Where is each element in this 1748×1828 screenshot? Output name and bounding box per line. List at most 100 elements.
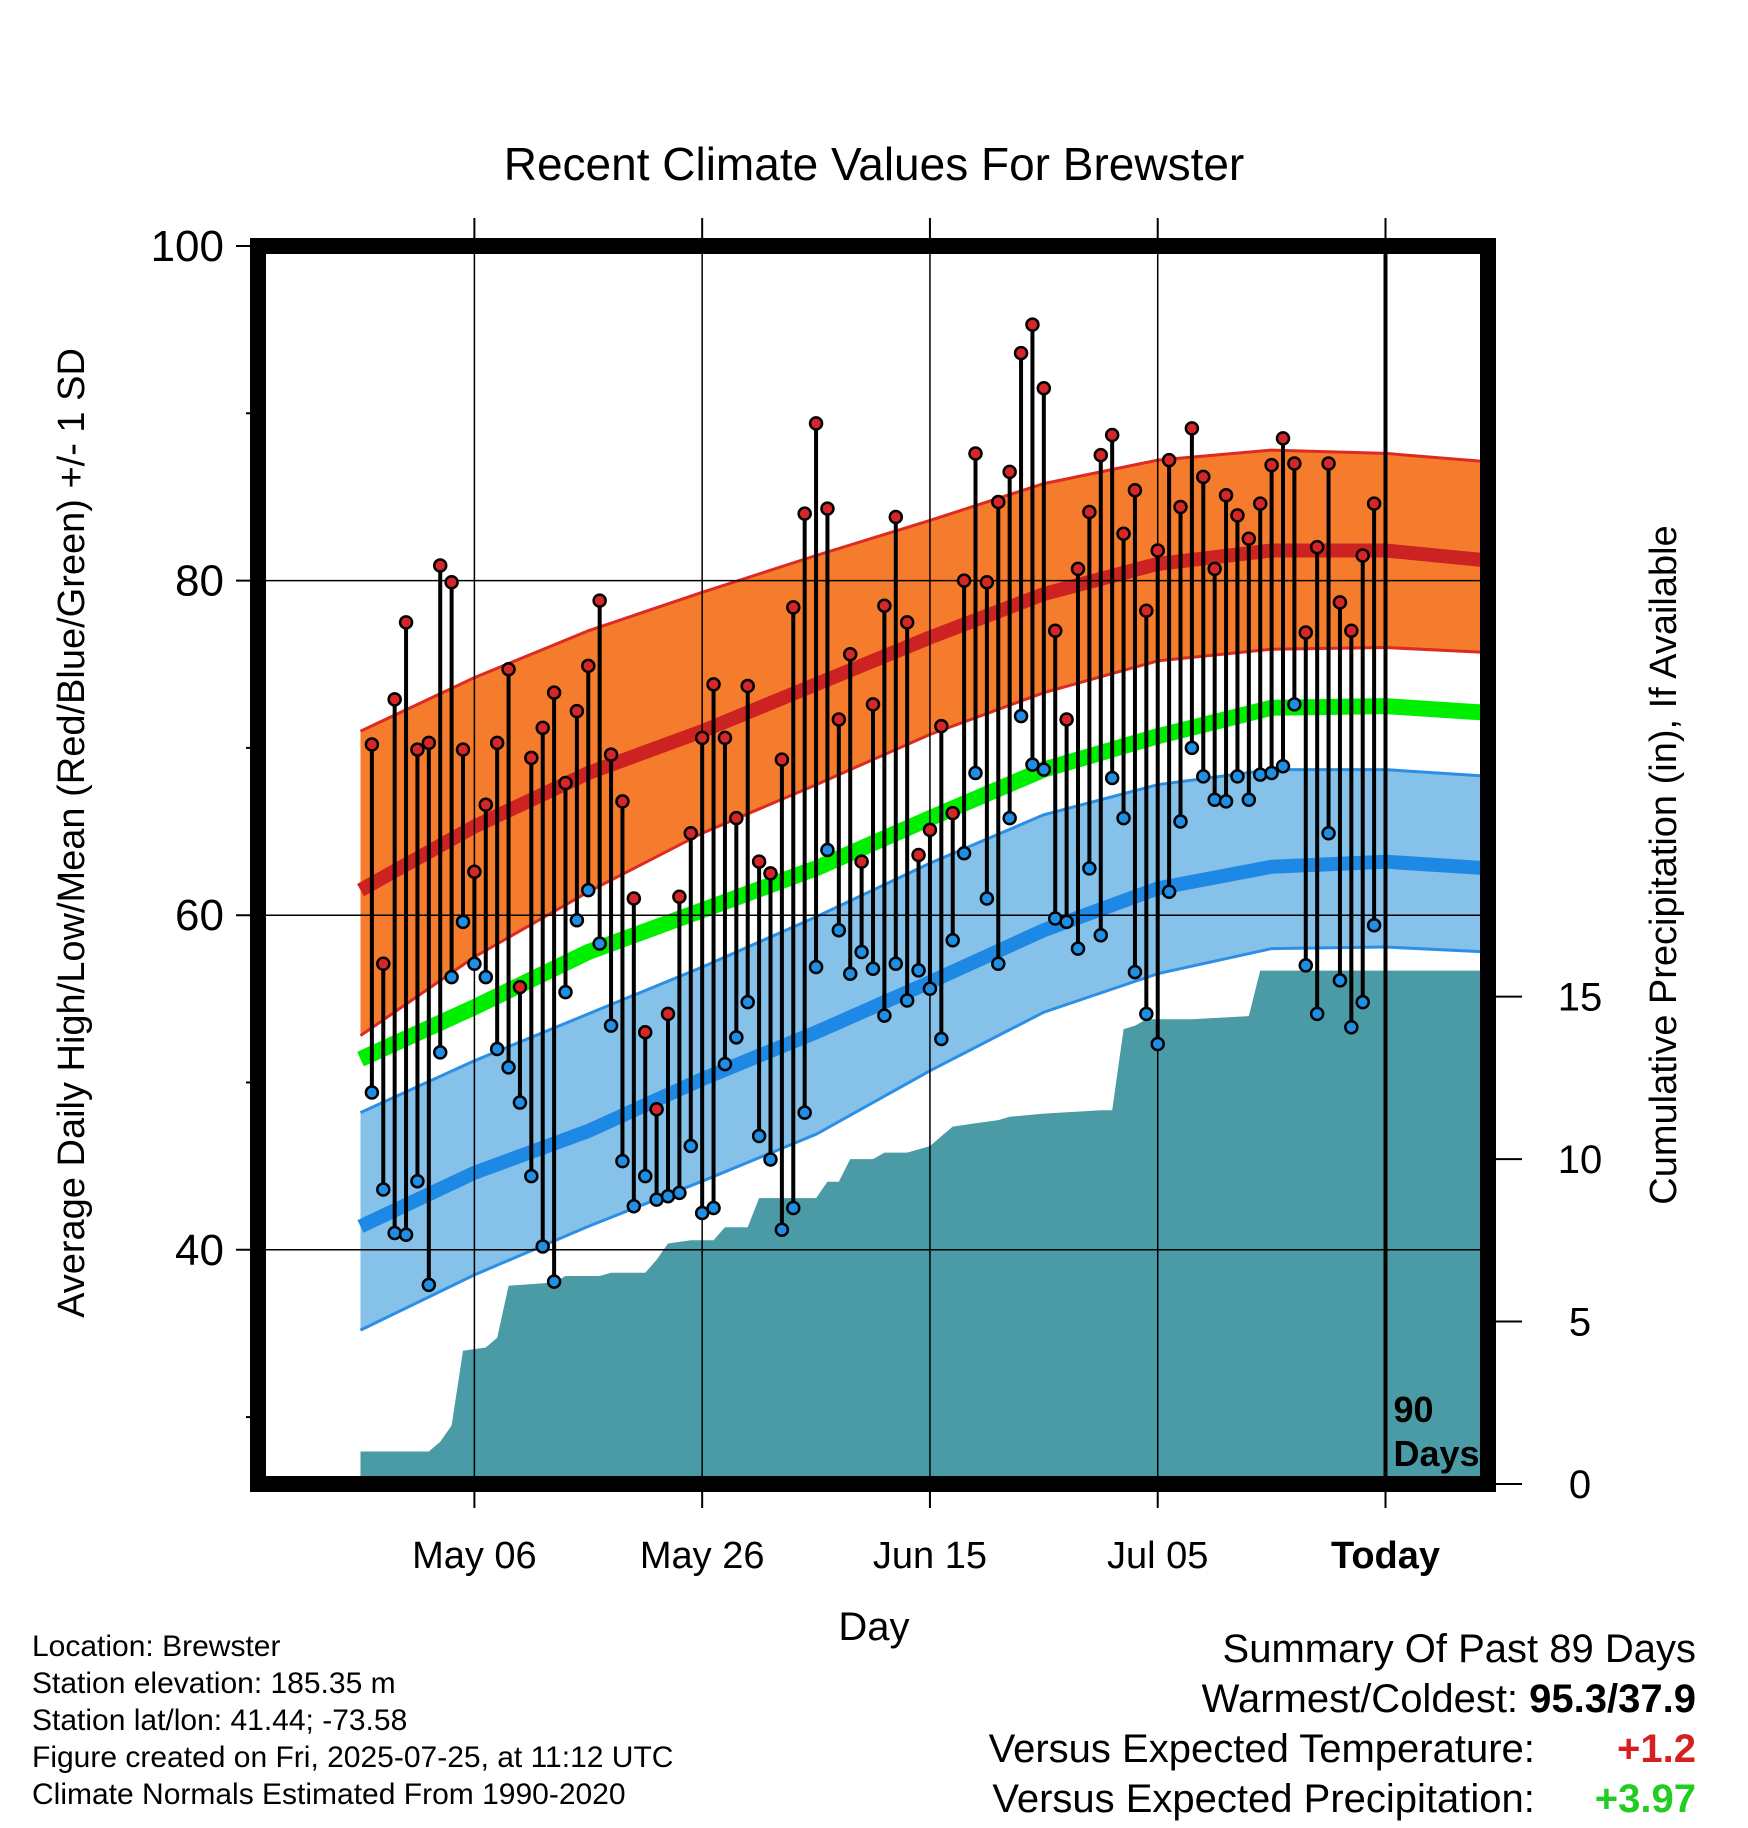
obs-high-point [956,573,972,588]
obs-high-point [535,720,550,736]
y-axis-label: Average Daily High/Low/Mean (Red/Blue/Gr… [51,348,93,1318]
precip-anomaly-label: Versus Expected Precipitation: [992,1777,1535,1821]
obs-low-point [1332,973,1348,988]
obs-high-point [603,747,619,762]
y2-tick-label: 5 [1569,1301,1591,1345]
obs-low-point [786,1200,801,1216]
obs-low-point [581,882,596,898]
obs-high-point [1196,469,1211,485]
obs-low-point [899,993,915,1008]
obs-high-point [672,889,687,905]
obs-high-point [1127,483,1143,498]
obs-high-point [899,615,915,630]
obs-high-point [1309,539,1325,555]
high-sd-band [360,450,1488,1036]
x-tick-label: May 06 [412,1535,537,1577]
chart-title: Recent Climate Values For Brewster [504,138,1245,190]
obs-high-point [376,956,391,971]
warmest-coldest-value: 95.3/37.9 [1529,1677,1696,1721]
obs-high-point [387,692,402,707]
obs-high-point [421,735,437,751]
obs-low-point [1013,708,1029,724]
obs-low-point [615,1153,630,1169]
obs-high-point [1150,543,1165,558]
obs-low-point [808,959,824,975]
obs-low-point [763,1152,778,1167]
obs-high-point [1025,317,1040,332]
obs-low-point [1366,917,1382,933]
obs-low-point [911,963,926,978]
obs-high-point [1047,623,1063,639]
obs-high-point [774,752,790,767]
obs-high-point [524,750,539,766]
obs-high-point [1275,431,1291,446]
obs-low-point [1321,825,1336,841]
obs-high-point [558,775,573,791]
obs-low-point [1218,794,1234,809]
summary-panel: Summary Of Past 89 Days Warmest/Coldest:… [989,1624,1696,1824]
obs-high-point [1104,427,1120,443]
obs-high-point [637,1025,653,1040]
obs-high-point [786,600,801,615]
obs-high-point [1355,548,1370,563]
obs-high-point [831,712,847,727]
obs-high-point [888,509,904,525]
obs-high-point [763,866,778,881]
obs-high-point [729,810,744,826]
obs-high-point [854,854,869,869]
obs-low-point [1207,792,1222,808]
elevation-text: Station elevation: 185.35 m [32,1667,396,1700]
obs-high-point [581,658,596,674]
obs-high-point [911,847,926,863]
obs-low-point [1309,1006,1325,1022]
obs-low-point [831,922,847,938]
x-tick-label: May 26 [640,1535,765,1577]
y-tick-label: 100 [151,222,224,271]
x-tick-label: Today [1331,1535,1440,1577]
obs-high-point [1321,456,1336,471]
obs-low-point [672,1185,687,1201]
obs-low-point [1264,765,1279,781]
obs-low-point [546,1274,562,1289]
obs-low-point [922,981,938,997]
obs-low-point [865,961,881,976]
precip-area [360,970,1488,1484]
obs-high-point [1230,508,1245,523]
obs-high-point [877,598,892,613]
obs-high-point [934,718,949,734]
location-text: Location: Brewster [32,1630,281,1663]
obs-high-point [1059,712,1074,727]
obs-high-point [1036,380,1052,396]
precip-anomaly-row: Versus Expected Precipitation: +3.97 [989,1774,1696,1824]
obs-low-point [1241,792,1257,808]
obs-high-point [1287,456,1302,471]
obs-low-point [455,914,471,930]
y2-tick-label: 0 [1569,1463,1591,1507]
y-tick-label: 40 [175,1226,224,1275]
obs-high-point [626,891,642,906]
obs-low-point [1093,928,1109,943]
obs-high-point [751,854,767,869]
obs-low-point [603,1018,619,1033]
obs-low-point [1196,769,1211,784]
obs-low-point [945,933,960,948]
obs-high-point [1184,421,1200,436]
obs-high-point [1298,625,1314,640]
obs-low-point [444,969,459,985]
obs-low-point [1298,958,1314,973]
obs-high-point [1116,526,1131,542]
created-text: Figure created on Fri, 2025-07-25, at 11… [32,1741,674,1774]
obs-low-point [1082,861,1097,876]
obs-high-point [432,558,448,573]
obs-high-point [1013,345,1029,361]
warmest-coldest-row: Warmest/Coldest: 95.3/37.9 [989,1674,1696,1724]
y2-tick-label: 10 [1558,1138,1603,1182]
obs-high-point [717,730,733,746]
obs-low-point [706,1200,721,1216]
obs-low-point [1025,757,1040,772]
obs-high-point [1252,496,1268,511]
latlon-text: Station lat/lon: 41.44; -73.58 [32,1704,408,1737]
obs-high-point [683,825,699,841]
station-info: Location: Brewster Station elevation: 18… [32,1628,673,1813]
